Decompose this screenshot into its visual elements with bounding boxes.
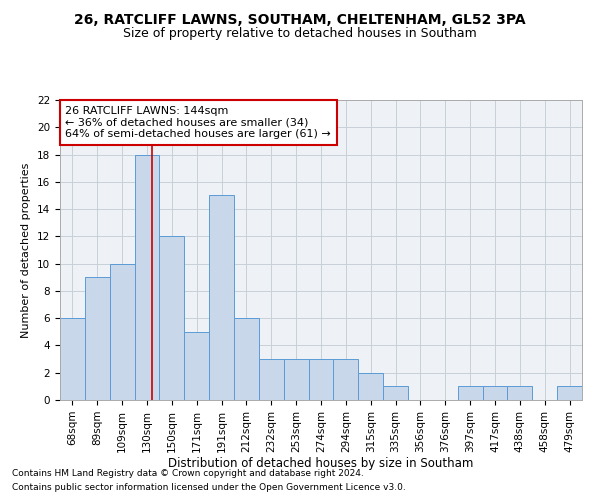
Bar <box>358 372 383 400</box>
Text: Contains public sector information licensed under the Open Government Licence v3: Contains public sector information licen… <box>12 484 406 492</box>
Text: 26, RATCLIFF LAWNS, SOUTHAM, CHELTENHAM, GL52 3PA: 26, RATCLIFF LAWNS, SOUTHAM, CHELTENHAM,… <box>74 12 526 26</box>
Bar <box>508 386 532 400</box>
Bar <box>160 236 184 400</box>
Bar <box>557 386 582 400</box>
Bar <box>134 154 160 400</box>
Bar <box>209 196 234 400</box>
Bar <box>259 359 284 400</box>
Bar <box>85 278 110 400</box>
Bar <box>60 318 85 400</box>
Bar <box>383 386 408 400</box>
Bar <box>458 386 482 400</box>
Bar <box>482 386 508 400</box>
Text: Contains HM Land Registry data © Crown copyright and database right 2024.: Contains HM Land Registry data © Crown c… <box>12 468 364 477</box>
X-axis label: Distribution of detached houses by size in Southam: Distribution of detached houses by size … <box>169 458 473 470</box>
Bar <box>308 359 334 400</box>
Bar <box>184 332 209 400</box>
Bar <box>334 359 358 400</box>
Bar <box>234 318 259 400</box>
Text: 26 RATCLIFF LAWNS: 144sqm
← 36% of detached houses are smaller (34)
64% of semi-: 26 RATCLIFF LAWNS: 144sqm ← 36% of detac… <box>65 106 331 139</box>
Text: Size of property relative to detached houses in Southam: Size of property relative to detached ho… <box>123 28 477 40</box>
Bar <box>284 359 308 400</box>
Y-axis label: Number of detached properties: Number of detached properties <box>22 162 31 338</box>
Bar <box>110 264 134 400</box>
